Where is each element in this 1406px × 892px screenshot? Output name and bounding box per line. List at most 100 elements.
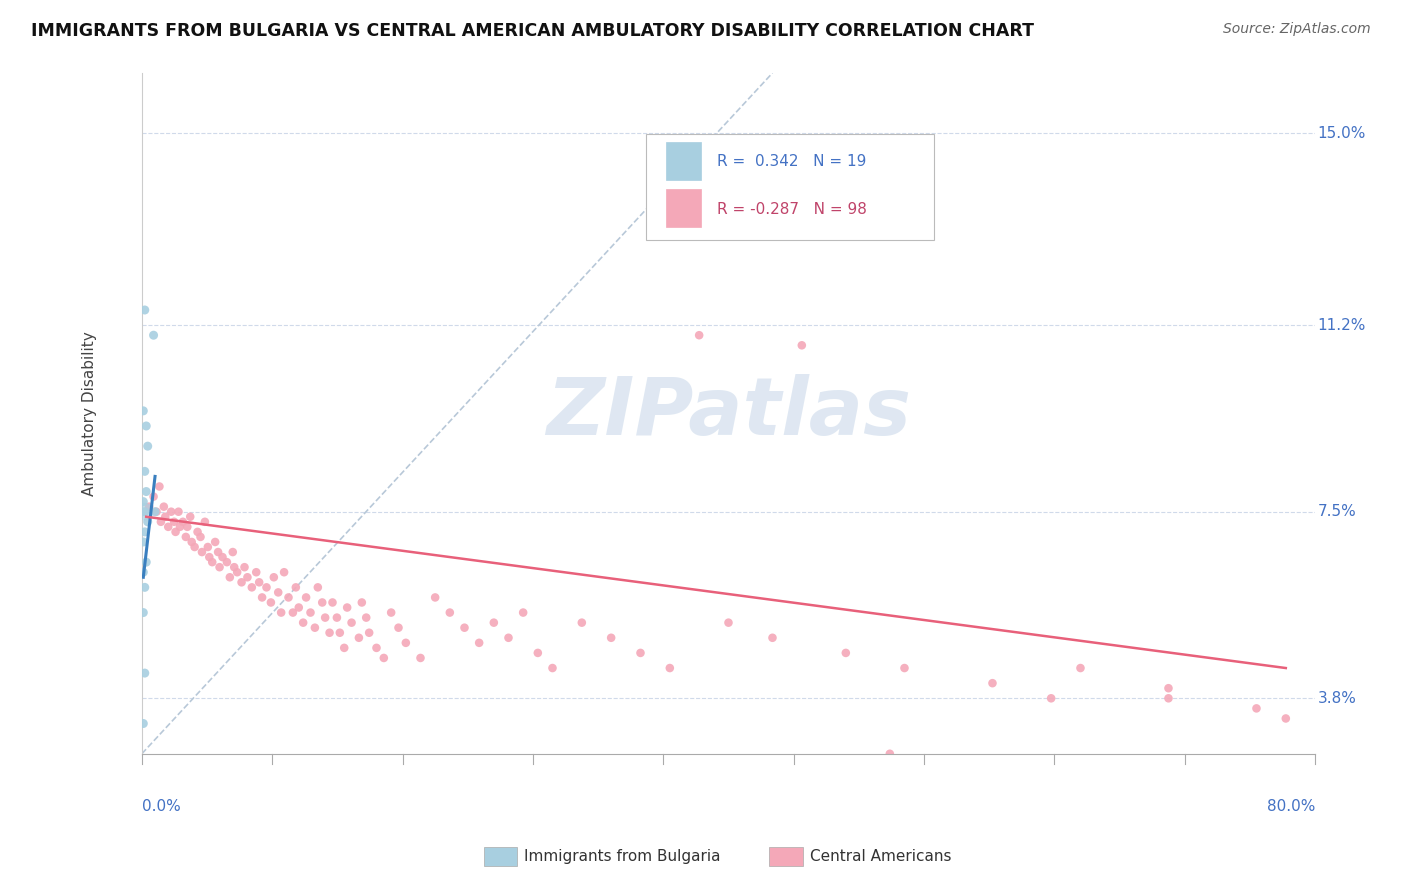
Point bbox=[527, 646, 550, 660]
Point bbox=[688, 328, 710, 343]
Text: R = -0.287   N = 98: R = -0.287 N = 98 bbox=[717, 202, 866, 217]
Point bbox=[311, 595, 333, 609]
Point bbox=[176, 520, 198, 534]
Text: Immigrants from Bulgaria: Immigrants from Bulgaria bbox=[524, 849, 721, 863]
Point bbox=[879, 747, 901, 761]
Point bbox=[138, 500, 160, 514]
Point bbox=[183, 540, 205, 554]
Point bbox=[380, 606, 402, 620]
Point bbox=[281, 606, 304, 620]
Point bbox=[893, 661, 915, 675]
Point bbox=[148, 479, 170, 493]
Point bbox=[263, 570, 285, 584]
Text: IMMIGRANTS FROM BULGARIA VS CENTRAL AMERICAN AMBULATORY DISABILITY CORRELATION C: IMMIGRANTS FROM BULGARIA VS CENTRAL AMER… bbox=[31, 22, 1033, 40]
Point bbox=[134, 580, 156, 594]
Point bbox=[208, 560, 231, 574]
Point bbox=[132, 606, 155, 620]
Point bbox=[512, 606, 534, 620]
Point bbox=[207, 545, 229, 559]
Point bbox=[218, 570, 240, 584]
Point bbox=[658, 661, 681, 675]
Point bbox=[153, 500, 176, 514]
Point bbox=[191, 545, 214, 559]
Point bbox=[172, 515, 194, 529]
Point bbox=[132, 535, 155, 549]
Point bbox=[1040, 691, 1063, 706]
Point bbox=[359, 625, 381, 640]
Point bbox=[373, 651, 395, 665]
Point bbox=[204, 535, 226, 549]
Point bbox=[236, 570, 259, 584]
FancyBboxPatch shape bbox=[647, 135, 934, 240]
Point bbox=[157, 520, 180, 534]
Point bbox=[197, 540, 219, 554]
Point bbox=[190, 530, 212, 544]
Point bbox=[145, 505, 167, 519]
Point bbox=[314, 610, 336, 624]
Point bbox=[329, 625, 352, 640]
Point bbox=[1157, 681, 1180, 696]
Point bbox=[1069, 661, 1091, 675]
Point bbox=[630, 646, 652, 660]
Point bbox=[247, 575, 270, 590]
Point bbox=[277, 591, 299, 605]
Point bbox=[187, 524, 209, 539]
Text: Central Americans: Central Americans bbox=[810, 849, 952, 863]
Point bbox=[761, 631, 783, 645]
Point bbox=[790, 338, 813, 352]
Point bbox=[1246, 701, 1268, 715]
Point bbox=[304, 621, 326, 635]
Point bbox=[336, 600, 359, 615]
Point bbox=[425, 591, 447, 605]
Point bbox=[468, 636, 491, 650]
Point bbox=[132, 404, 155, 418]
Point bbox=[1275, 711, 1298, 725]
Point bbox=[135, 555, 157, 569]
Text: R =  0.342   N = 19: R = 0.342 N = 19 bbox=[717, 154, 866, 169]
Point bbox=[165, 524, 187, 539]
Point bbox=[142, 328, 165, 343]
Point bbox=[347, 631, 370, 645]
Point bbox=[134, 505, 156, 519]
Point bbox=[717, 615, 740, 630]
Point bbox=[194, 515, 217, 529]
Point bbox=[333, 640, 356, 655]
Point bbox=[240, 580, 263, 594]
Text: Source: ZipAtlas.com: Source: ZipAtlas.com bbox=[1223, 22, 1371, 37]
Point bbox=[149, 515, 172, 529]
Point bbox=[134, 505, 156, 519]
Point bbox=[260, 595, 283, 609]
Point bbox=[136, 515, 159, 529]
Point bbox=[981, 676, 1004, 690]
Point bbox=[201, 555, 224, 569]
Text: 0.0%: 0.0% bbox=[142, 799, 180, 814]
Point bbox=[174, 530, 197, 544]
Point bbox=[307, 580, 329, 594]
Point bbox=[250, 591, 273, 605]
Point bbox=[169, 520, 191, 534]
Point bbox=[273, 566, 295, 580]
Point bbox=[136, 439, 159, 453]
Text: Ambulatory Disability: Ambulatory Disability bbox=[82, 331, 97, 496]
Point bbox=[318, 625, 340, 640]
Point bbox=[132, 566, 155, 580]
Text: 11.2%: 11.2% bbox=[1317, 318, 1365, 333]
Point bbox=[292, 615, 315, 630]
Bar bbox=[666, 142, 702, 179]
Point bbox=[135, 419, 157, 434]
Point bbox=[132, 716, 155, 731]
Point bbox=[326, 610, 349, 624]
Point bbox=[132, 494, 155, 508]
Point bbox=[409, 651, 432, 665]
Point bbox=[340, 615, 363, 630]
Bar bbox=[666, 189, 702, 227]
Point bbox=[143, 505, 166, 519]
Point bbox=[179, 509, 201, 524]
Point bbox=[541, 661, 564, 675]
Point bbox=[498, 631, 520, 645]
Point bbox=[163, 515, 186, 529]
Point bbox=[387, 621, 409, 635]
Point bbox=[571, 615, 593, 630]
Point bbox=[835, 646, 858, 660]
Point bbox=[354, 610, 377, 624]
